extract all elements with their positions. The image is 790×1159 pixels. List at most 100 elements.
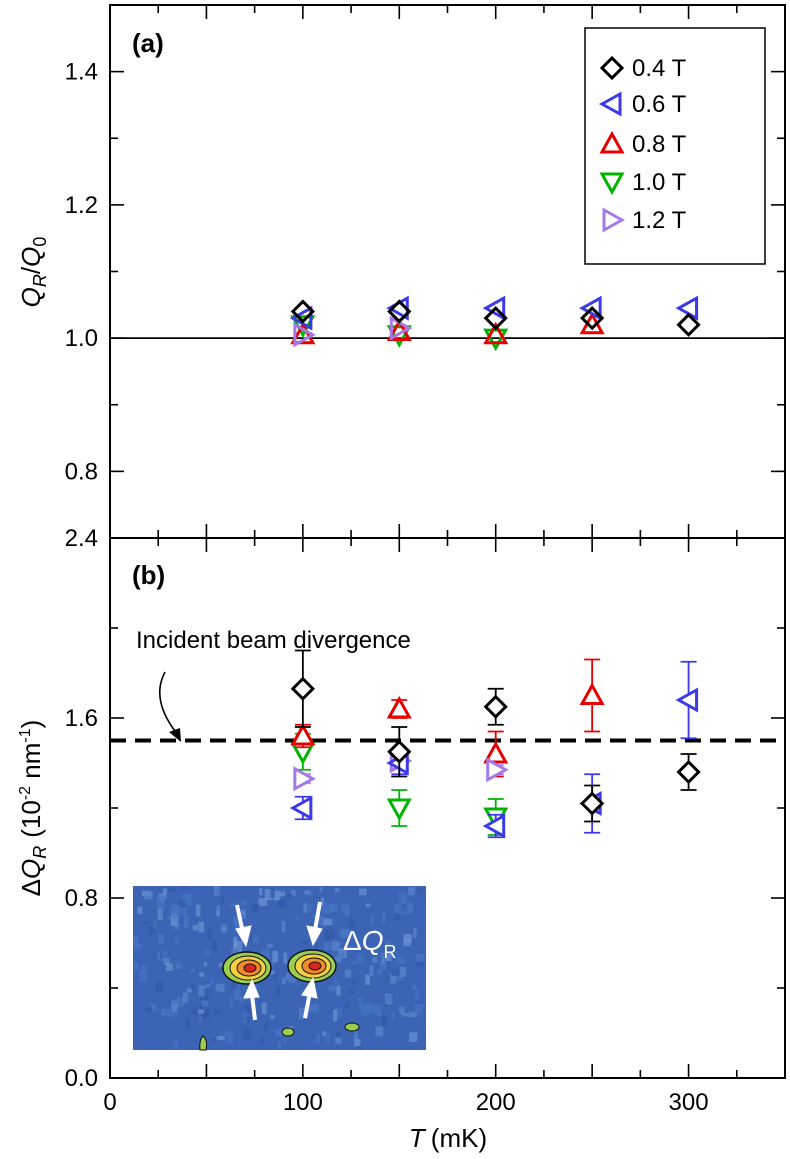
inset-noise-pixel xyxy=(369,965,374,977)
legend-marker-10T xyxy=(599,172,625,196)
point-a-06T xyxy=(579,295,602,321)
inset-noise-pixel xyxy=(307,904,312,913)
panel-b-ticks xyxy=(110,537,785,1079)
point-b-08T xyxy=(483,740,509,764)
point-b-04T xyxy=(290,676,315,701)
inset-noise-pixel xyxy=(270,887,275,898)
inset-noise-pixel xyxy=(233,940,243,952)
panel-a-ylabel: QR/Q0 xyxy=(16,237,50,308)
inset-noise-pixel xyxy=(264,1022,268,1031)
inset-noise-pixel xyxy=(198,921,205,933)
inset-noise-pixel xyxy=(314,1003,319,1013)
inset-noise-pixel xyxy=(271,958,275,967)
inset-noise-pixel xyxy=(408,887,414,896)
inset-noise-pixel xyxy=(221,924,228,933)
ylabel-b-exp2: -1 xyxy=(17,728,34,742)
ylabel-b-q: Q xyxy=(16,859,46,879)
inset-blob-1 xyxy=(199,1035,208,1051)
point-b-08T xyxy=(386,695,412,719)
inset-noise-pixel xyxy=(234,990,241,1000)
inset-noise-pixel xyxy=(376,969,383,975)
inset-noise-pixel xyxy=(295,915,299,921)
inset-noise-pixel xyxy=(230,996,234,1007)
ylabel-a-q1: Q xyxy=(16,287,46,307)
inset-noise-pixel xyxy=(336,955,341,959)
inset-noise-pixel xyxy=(241,900,248,906)
inset-noise-pixel xyxy=(372,957,378,963)
point-b-04T xyxy=(387,739,412,764)
inset-noise-pixel xyxy=(264,889,273,901)
inset-noise-pixel xyxy=(210,1037,217,1043)
inset-noise-pixel xyxy=(411,984,417,990)
point-b-04T xyxy=(580,791,605,816)
inset-noise-pixel xyxy=(319,887,323,892)
inset-noise-pixel xyxy=(363,1002,373,1015)
inset-noise-pixel xyxy=(331,941,340,951)
panel-b-label: (b) xyxy=(132,560,165,590)
inset-noise-pixel xyxy=(336,985,341,996)
inset-noise-pixel xyxy=(204,988,209,1001)
point-b-08T xyxy=(290,722,316,746)
inset-noise-pixel xyxy=(379,961,388,970)
inset-noise-pixel xyxy=(261,1002,267,1015)
inset-noise-pixel xyxy=(387,975,392,981)
x-axis-title: T (mK) xyxy=(409,1123,487,1153)
inset-noise-pixel xyxy=(334,956,342,963)
ylabel-b-unit-close: ) xyxy=(16,720,46,729)
legend-entry-0.6T: 0.6 T xyxy=(632,91,687,118)
inset-label: ΔQR xyxy=(343,925,396,962)
inset-noise-pixel xyxy=(323,918,333,926)
ytick-label-b: 0.8 xyxy=(65,885,98,912)
inset-noise-pixel xyxy=(198,1017,203,1021)
inset-noise-pixel xyxy=(270,1015,275,1019)
inset-noise-pixel xyxy=(172,911,177,919)
inset-noise-pixel xyxy=(335,1032,342,1037)
inset-label-sub: R xyxy=(383,942,396,962)
panel-b-points xyxy=(289,649,701,839)
point-b-06T xyxy=(675,687,699,713)
legend-markers xyxy=(598,55,626,233)
inset-noise-pixel xyxy=(381,1016,387,1027)
inset-noise-pixel xyxy=(236,911,246,919)
inset-noise-pixel xyxy=(156,895,165,907)
legend-marker-04T xyxy=(599,55,625,81)
inset-noise-pixel xyxy=(195,904,201,917)
inset-noise-pixel xyxy=(215,983,222,992)
inset-noise-pixel xyxy=(415,953,425,962)
inset-noise-pixel xyxy=(170,914,179,926)
peak-left-contour-4 xyxy=(243,963,257,973)
xlabel-unit: (mK) xyxy=(431,1123,487,1153)
inset-noise-pixel xyxy=(153,921,158,929)
inset-noise-pixel xyxy=(146,1007,153,1013)
inset-noise xyxy=(133,886,425,1050)
ytick-label-a: 1.0 xyxy=(65,325,98,352)
point-b-06T xyxy=(289,795,313,821)
inset-blob-2 xyxy=(281,1027,295,1037)
inset-blob-3 xyxy=(344,1022,360,1032)
peak-right-contour-4 xyxy=(308,961,322,971)
point-a-04T xyxy=(387,299,412,324)
inset-noise-pixel xyxy=(261,948,269,961)
inset-noise-pixel xyxy=(359,888,367,896)
inset-noise-pixel xyxy=(258,897,268,906)
inset-noise-pixel xyxy=(277,898,286,907)
inset-noise-pixel xyxy=(408,1012,417,1018)
inset-noise-pixel xyxy=(407,902,414,914)
inset-noise-pixel xyxy=(143,891,153,900)
inset-noise-pixel xyxy=(210,979,214,985)
inset-noise-pixel xyxy=(199,1002,205,1015)
panel-a: 0.81.01.21.4 (a) QR/Q0 0.4 T 0.6 T 0.8 T… xyxy=(16,4,786,539)
inset-noise-pixel xyxy=(165,963,173,971)
inset-noise-pixel xyxy=(351,961,358,965)
inset-noise-pixel xyxy=(328,985,336,992)
inset-noise-pixel xyxy=(340,951,345,957)
point-b-12T xyxy=(293,766,316,792)
point-b-04T xyxy=(676,759,701,785)
inset-noise-pixel xyxy=(232,917,238,925)
arrow-left-top-icon xyxy=(235,904,252,948)
inset-noise-pixel xyxy=(353,1038,361,1047)
inset-noise-pixel xyxy=(394,904,402,914)
inset-noise-pixel xyxy=(166,916,172,920)
inset-noise-pixel xyxy=(391,1012,395,1020)
